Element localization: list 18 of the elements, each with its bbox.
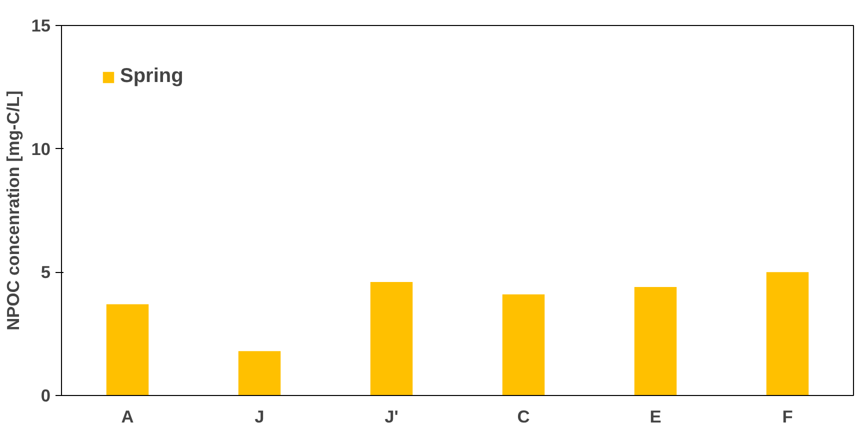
y-axis-title: NPOC concenration [mg-C/L] <box>3 90 24 330</box>
x-tick-label: C <box>517 406 530 426</box>
bar <box>766 272 809 396</box>
x-tick-label: J <box>254 406 264 426</box>
y-tick-label: 0 <box>40 386 51 406</box>
x-tick-label: F <box>782 406 793 426</box>
bar <box>634 286 677 396</box>
bar <box>238 351 281 396</box>
y-tick-label: 10 <box>31 138 51 159</box>
x-tick-label: J' <box>384 406 398 426</box>
legend-label: Spring <box>120 65 184 88</box>
y-tick-label: 5 <box>40 262 51 282</box>
bar <box>502 294 545 396</box>
bar <box>370 282 413 396</box>
bar <box>106 304 149 396</box>
y-tick-label: 15 <box>31 16 51 36</box>
x-tick-label: A <box>121 406 134 426</box>
x-tick-label: E <box>650 406 662 426</box>
